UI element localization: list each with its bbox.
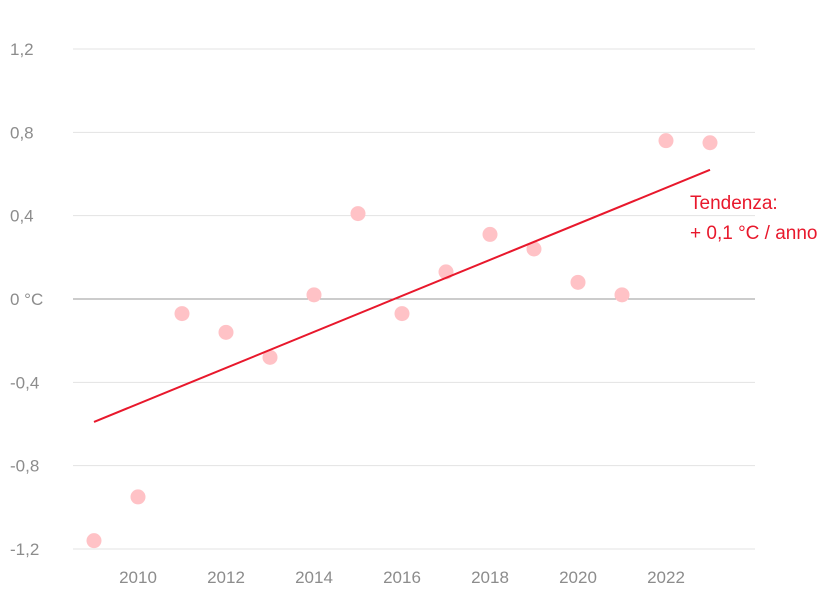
data-points: [86, 133, 718, 549]
x-axis-ticks: 2010 2012 2014 2016 2018 2020 2022: [119, 568, 685, 587]
data-point-2023: [702, 135, 718, 151]
y-tick-label: 1,2: [10, 40, 34, 59]
data-point-2020: [570, 274, 586, 290]
y-tick-label: 0 °C: [10, 290, 43, 309]
y-tick-label: 0,4: [10, 207, 34, 226]
data-point-2022: [658, 133, 674, 149]
data-point-2016: [394, 306, 410, 322]
y-tick-label: -1,2: [10, 540, 39, 559]
y-axis-ticks: 1,2 0,8 0,4 0 °C -0,4 -0,8 -1,2: [10, 40, 43, 559]
y-tick-label: -0,8: [10, 457, 39, 476]
x-tick-label: 2012: [207, 568, 245, 587]
y-tick-label: 0,8: [10, 123, 34, 142]
y-tick-label: -0,4: [10, 373, 39, 392]
x-tick-label: 2018: [471, 568, 509, 587]
data-point-2014: [306, 287, 322, 303]
x-tick-label: 2016: [383, 568, 421, 587]
data-point-2018: [482, 226, 498, 242]
trend-annotation-line-2: + 0,1 °C / anno: [690, 223, 818, 244]
x-tick-label: 2022: [647, 568, 685, 587]
data-point-2011: [174, 306, 190, 322]
x-tick-label: 2010: [119, 568, 157, 587]
trend-annotation-line-1: Tendenza:: [690, 193, 778, 214]
data-point-2009: [86, 533, 102, 549]
gridlines: [73, 48, 755, 550]
data-point-2019: [526, 241, 542, 257]
data-point-2010: [130, 489, 146, 505]
data-point-2012: [218, 324, 234, 340]
data-point-2021: [614, 287, 630, 303]
x-tick-label: 2014: [295, 568, 333, 587]
x-tick-label: 2020: [559, 568, 597, 587]
trend-line: [93, 168, 711, 423]
data-point-2013: [262, 349, 278, 365]
data-point-2015: [350, 206, 366, 222]
